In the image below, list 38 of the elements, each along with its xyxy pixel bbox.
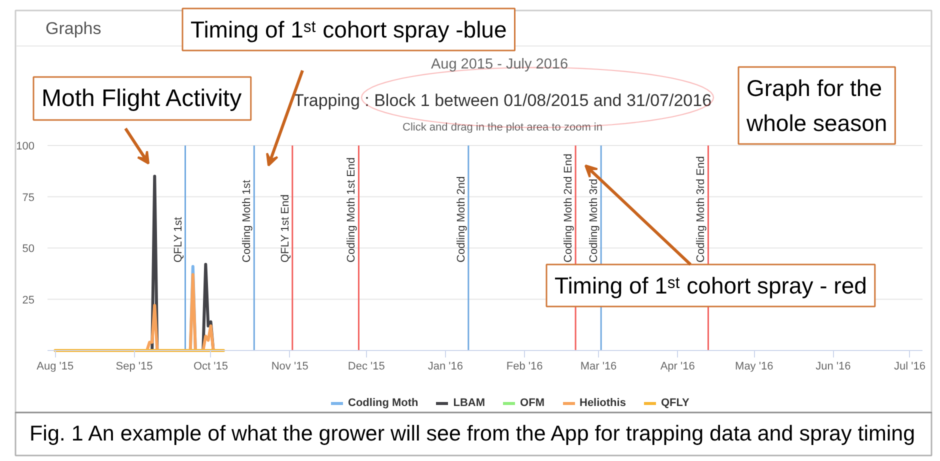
x-tick-label: Mar '16	[580, 360, 617, 372]
legend-label: OFM	[520, 397, 544, 409]
x-tick-label: Dec '15	[348, 360, 385, 372]
legend-label: Codling Moth	[348, 397, 418, 409]
legend-label: Heliothis	[580, 397, 626, 409]
x-tick-label: Jun '16	[816, 360, 851, 372]
text: Graphs	[46, 19, 102, 38]
text: Graph for the whole season	[746, 74, 888, 136]
x-tick-label: Apr '16	[660, 360, 695, 372]
x-tick-label: Feb '16	[506, 360, 543, 372]
legend-label: QFLY	[660, 397, 690, 409]
ref-line-label: Codling Moth 1st	[241, 180, 254, 262]
y-tick-label: 25	[22, 294, 35, 306]
annotation: Timing of 1ˢᵗ cohort spray - red	[554, 272, 867, 298]
chart-title: Trapping : Block 1 between 01/08/2015 and 31/07/2016	[293, 91, 712, 110]
ref-line-label: Codling Moth 3rd End	[695, 156, 708, 262]
x-tick-label: Jan '16	[428, 360, 464, 372]
text: Timing of 1ˢᵗ cohort spray -blue	[190, 16, 507, 42]
ref-line-label: Codling Moth 3rd	[588, 178, 600, 262]
ref-line-label: Codling Moth 2nd	[455, 176, 468, 262]
ref-line-label: Codling Moth 2nd End	[562, 154, 575, 262]
text: Moth Flight Activity	[42, 85, 242, 112]
x-tick-label: Sep '15	[116, 360, 153, 372]
text: Aug 2015 - July 2016	[430, 56, 568, 72]
y-tick-label: 100	[16, 140, 35, 152]
x-tick-label: May '16	[735, 360, 774, 372]
caption: Fig. 1 An example of what the grower will see from the App for trapping data and spray timing	[30, 422, 916, 446]
ref-line-label: QFLY 1st	[172, 217, 184, 262]
legend-label: LBAM	[453, 397, 486, 409]
y-tick-label: 75	[22, 192, 35, 204]
x-tick-label: Jul '16	[894, 360, 926, 372]
x-tick-label: Oct '15	[194, 360, 228, 372]
chart-subtitle: Click and drag in the plot area to zoom in	[402, 122, 602, 134]
ref-line-label: Codling Moth 1st End	[346, 157, 358, 262]
x-tick-label: Nov '15	[271, 360, 308, 372]
ref-line-label: QFLY 1st End	[279, 194, 292, 262]
x-tick-label: Aug '15	[36, 360, 74, 372]
y-tick-label: 50	[22, 243, 35, 255]
